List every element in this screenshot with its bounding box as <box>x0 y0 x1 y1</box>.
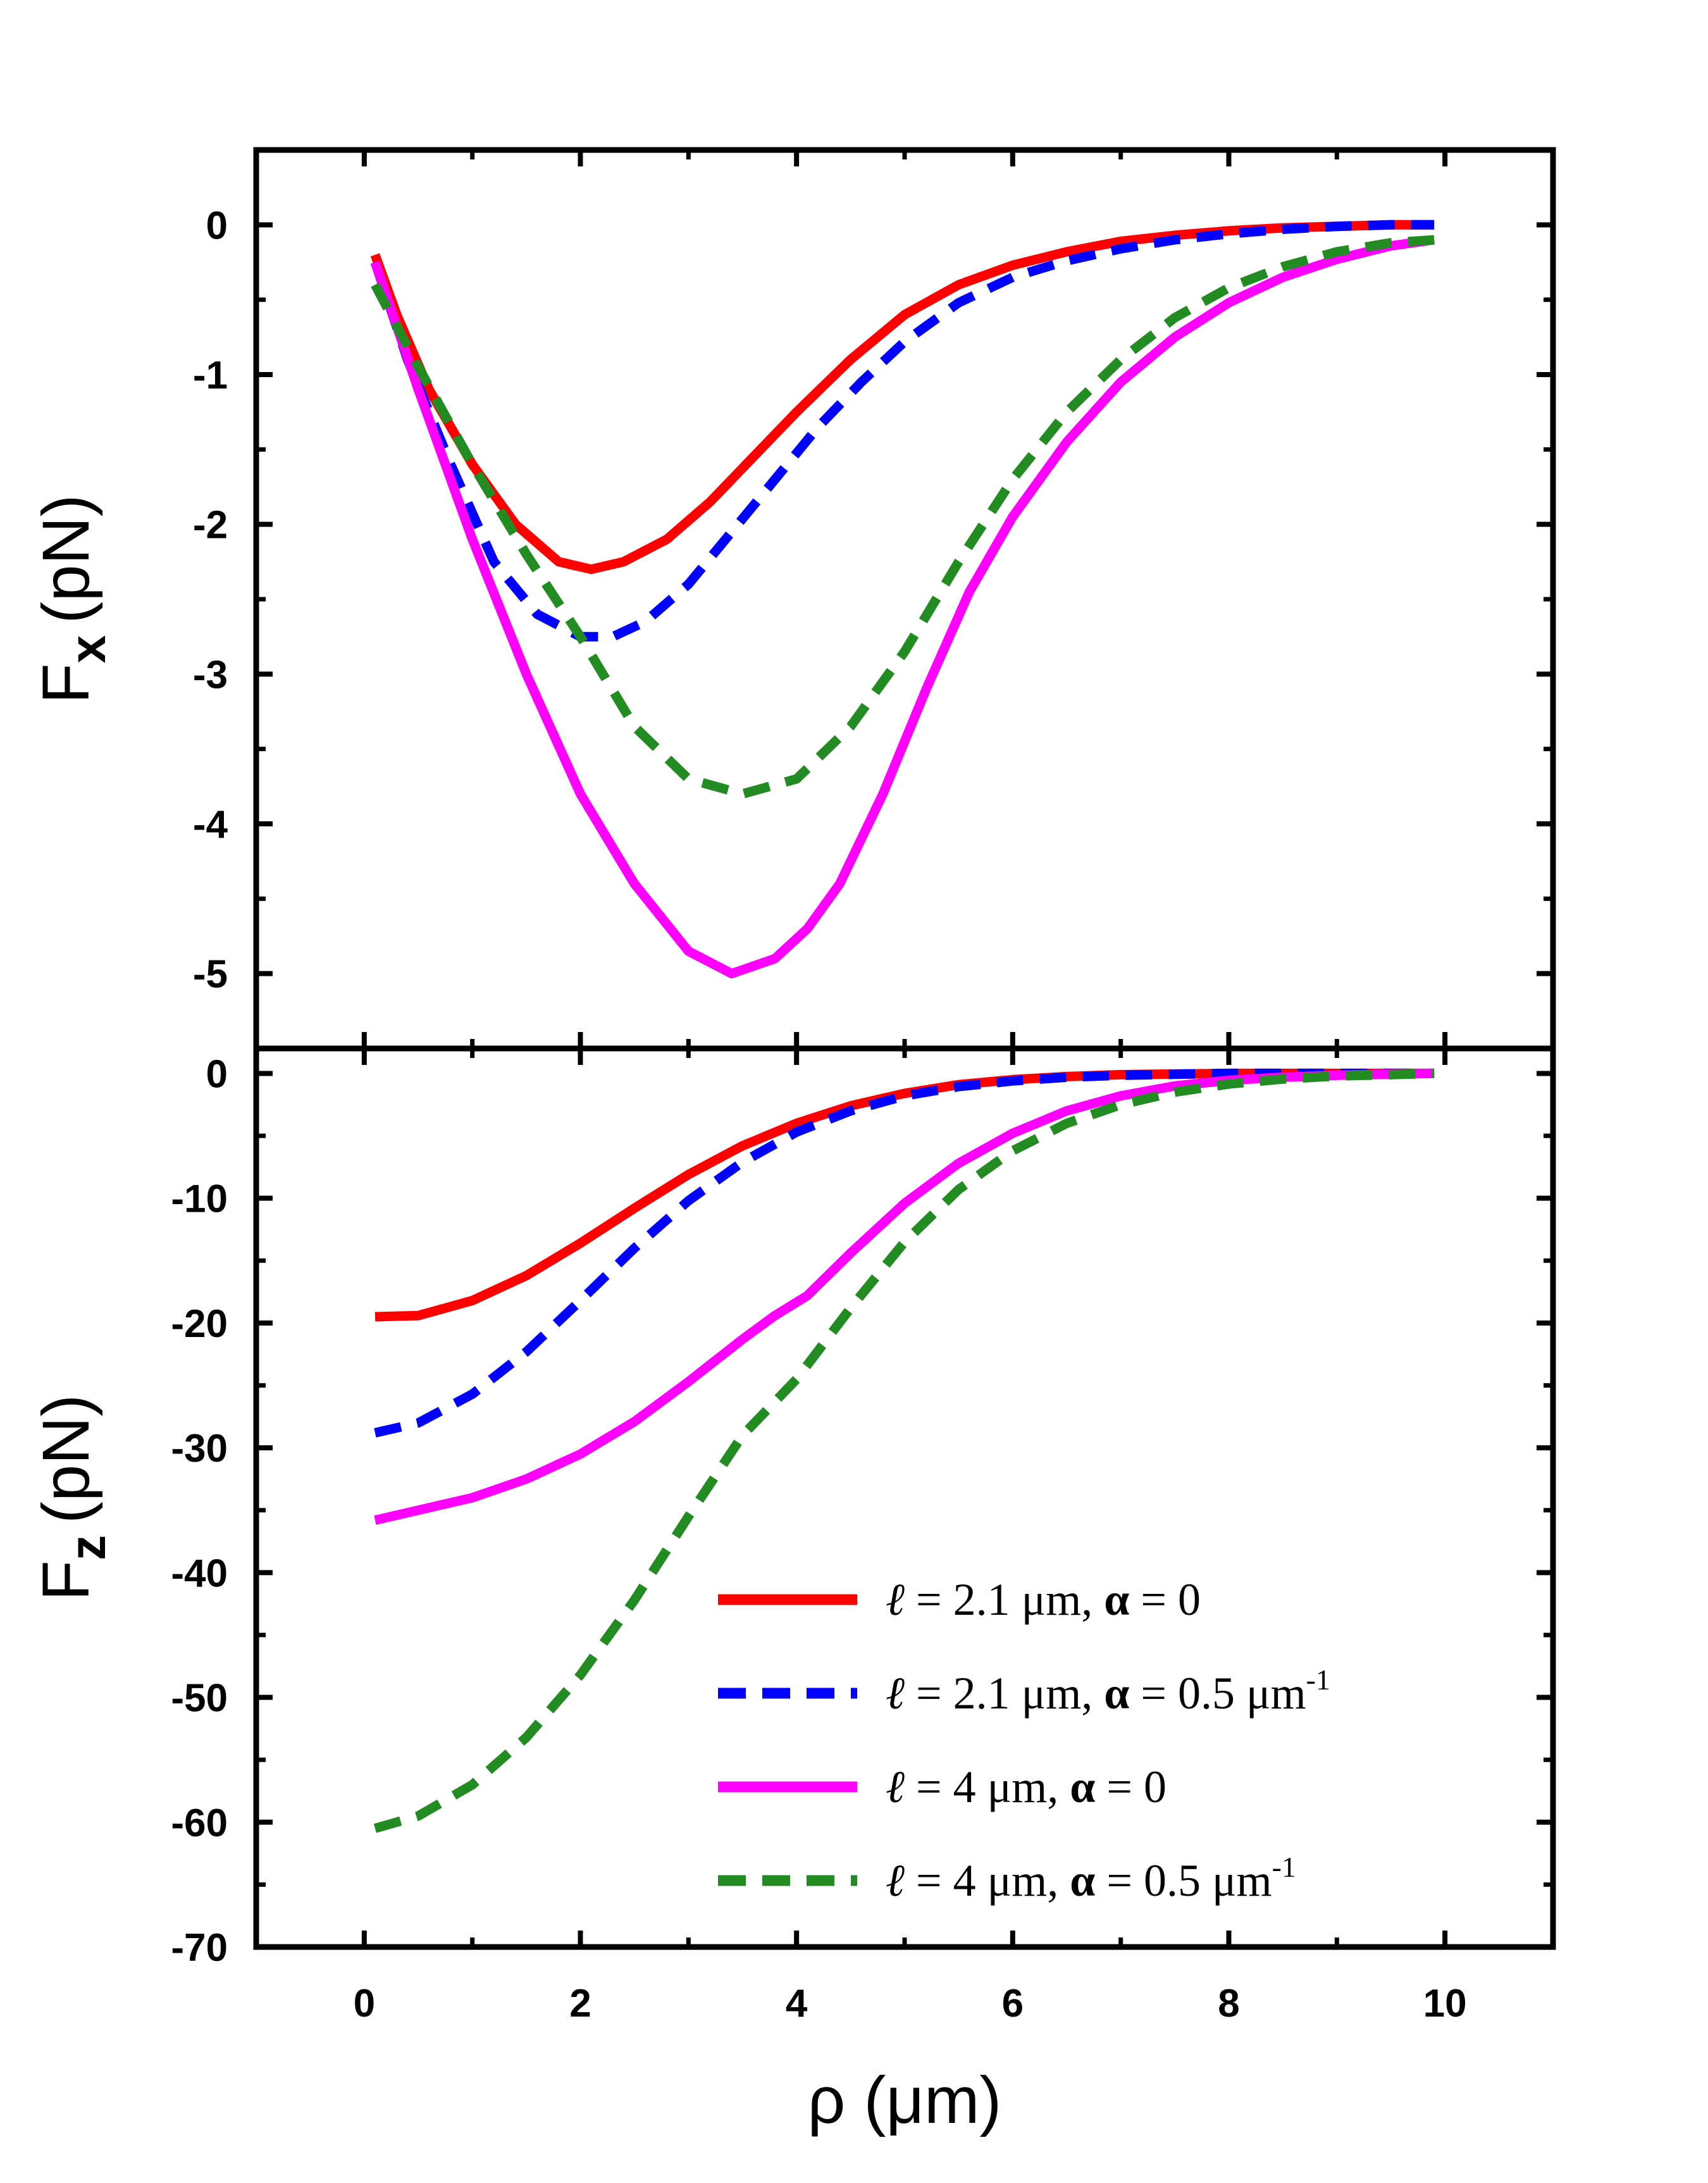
ytick-label: -30 <box>171 1427 228 1471</box>
series-line-fx-1 <box>370 220 1435 575</box>
xtick-label: 6 <box>1002 1982 1024 2025</box>
legend-text-3a: = 4 μm, <box>905 1762 1070 1812</box>
bottom-y-axis-title-sub: z <box>59 1535 116 1560</box>
series-line-fx-4 <box>371 235 1435 799</box>
ytick-label: -4 <box>193 803 228 847</box>
ytick-label: -3 <box>193 653 228 697</box>
ytick-label: -40 <box>171 1552 228 1595</box>
xtick-label: 8 <box>1218 1982 1239 2025</box>
bottom-y-axis-title-main: F <box>29 1560 103 1601</box>
legend-label-1: ℓ = 2.1 μm, α = 0 <box>886 1574 1201 1625</box>
legend-sup-2: -1 <box>1306 1664 1330 1696</box>
legend-greek-3: α <box>1070 1762 1095 1812</box>
ytick-label: -1 <box>193 354 228 397</box>
top-y-axis-title-main: F <box>29 663 103 704</box>
legend-text-2a: = 2.1 μm, <box>905 1668 1104 1719</box>
top-panel-frame <box>253 147 1556 1052</box>
top-y-axis-title-unit: (pN) <box>29 495 103 624</box>
legend-label-4: ℓ = 4 μm, α = 0.5 μm-1 <box>886 1851 1296 1906</box>
ytick-label: -50 <box>171 1677 228 1720</box>
ytick-label: -5 <box>193 953 228 997</box>
legend-greek-4: α <box>1070 1855 1095 1906</box>
series-line-fz-4 <box>373 1068 1435 1833</box>
xtick-label: 10 <box>1423 1982 1467 2025</box>
legend-symbol-2: ℓ <box>886 1668 905 1719</box>
legend-greek-1: α <box>1104 1574 1129 1625</box>
legend-greek-2: α <box>1104 1668 1129 1719</box>
legend-symbol-3: ℓ <box>886 1762 905 1812</box>
ytick-label: -70 <box>171 1926 228 1970</box>
legend-text-4a: = 4 μm, <box>905 1855 1070 1906</box>
series-line-fz-3 <box>374 1068 1435 1525</box>
ytick-label: -60 <box>171 1801 228 1845</box>
ticks-layer: 0-1-2-3-4-50-10-20-30-40-50-60-700 2 4 6 8 10 <box>171 150 1553 2025</box>
ytick-label: -10 <box>171 1178 228 1221</box>
legend-label-2: ℓ = 2.1 μm, α = 0.5 μm-1 <box>886 1664 1330 1719</box>
top-y-axis-title-sub: x <box>59 635 116 664</box>
xtick-label: 4 <box>786 1982 808 2025</box>
legend: ℓ = 2.1 μm, α = 0 ℓ = 2.1 μm, α = 0.5 μm… <box>718 1574 1330 1906</box>
xtick-label: 0 <box>354 1982 375 2025</box>
series-layer <box>370 220 1435 1833</box>
series-line-fz-2 <box>374 1068 1435 1438</box>
top-y-axis-title: Fx (pN) <box>29 495 116 704</box>
series-line-fz-1 <box>374 1068 1435 1322</box>
legend-symbol-4: ℓ <box>886 1855 905 1906</box>
legend-sup-4: -1 <box>1272 1851 1296 1883</box>
series-line-fx-2 <box>370 220 1435 642</box>
xtick-label: 2 <box>569 1982 591 2025</box>
legend-label-3: ℓ = 4 μm, α = 0 <box>886 1762 1167 1812</box>
legend-text-1a: = 2.1 μm, <box>905 1574 1104 1625</box>
bottom-y-axis-title: Fz (pN) <box>29 1395 116 1601</box>
legend-text-2b: = 0.5 μm <box>1129 1668 1306 1719</box>
bottom-panel-frame <box>253 1045 1556 1950</box>
ytick-label: -20 <box>171 1302 228 1346</box>
ytick-label: 0 <box>206 1052 228 1096</box>
series-line-fx-3 <box>370 235 1435 979</box>
legend-text-3b: = 0 <box>1095 1762 1167 1812</box>
ytick-label: 0 <box>206 204 228 247</box>
bottom-y-axis-title-unit: (pN) <box>29 1395 103 1524</box>
ytick-label: -2 <box>193 504 228 547</box>
legend-text-1b: = 0 <box>1129 1574 1201 1625</box>
x-axis-title: ρ (μm) <box>808 2063 1002 2137</box>
legend-text-4b: = 0.5 μm <box>1095 1855 1272 1906</box>
legend-symbol-1: ℓ <box>886 1574 905 1625</box>
